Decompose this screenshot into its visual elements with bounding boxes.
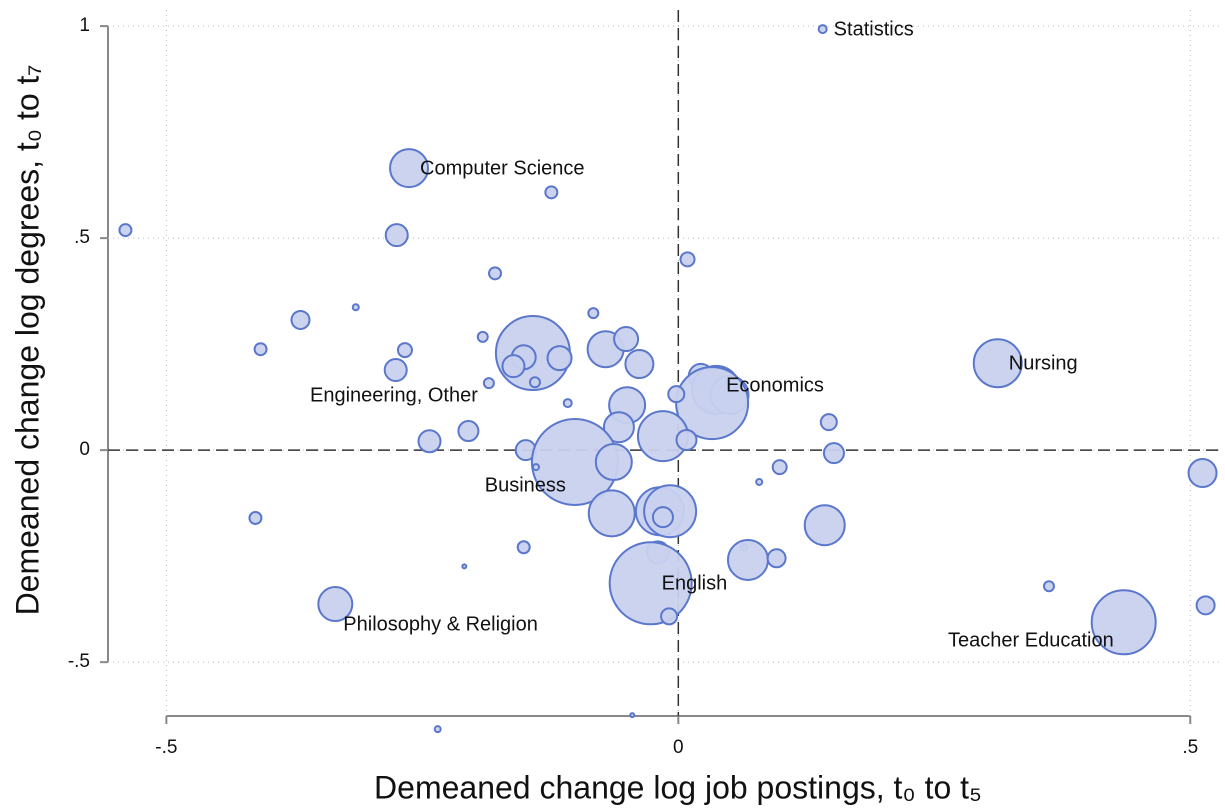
x-tick-label: .5 [1182, 737, 1198, 758]
x-tick-label: 0 [673, 737, 684, 758]
bubble [1195, 595, 1216, 616]
bubble [594, 443, 633, 482]
bubble [972, 338, 1023, 389]
point-label: Philosophy & Religion [343, 613, 538, 635]
bubble [389, 148, 430, 189]
x-tick-label: -.5 [155, 737, 177, 758]
bubble [766, 548, 787, 569]
bubble [544, 185, 559, 200]
point-label: Teacher Education [948, 630, 1114, 652]
bubble [624, 349, 655, 380]
bubble [248, 510, 263, 525]
bubble [417, 429, 442, 454]
y-tick-label: .5 [74, 227, 90, 248]
bubble [755, 477, 764, 486]
bubble [351, 303, 360, 312]
bubble [476, 330, 489, 343]
point-label: Statistics [834, 18, 914, 40]
bubble [562, 398, 573, 409]
bubble [457, 420, 480, 443]
bubble [531, 463, 540, 472]
bubble [290, 309, 311, 330]
bubble [1042, 580, 1055, 593]
bubble [384, 223, 409, 248]
bubble [660, 607, 679, 626]
bubble [608, 541, 693, 626]
bubble [433, 725, 442, 734]
bubble [528, 376, 541, 389]
bubble [396, 342, 413, 359]
bubble [546, 345, 573, 372]
bubble [317, 586, 354, 623]
bubble [488, 266, 503, 281]
point-label: Business [485, 474, 566, 496]
x-axis-title: Demeaned change log job postings, t₀ to … [374, 769, 982, 805]
bubble [253, 342, 268, 357]
y-tick-label: 1 [79, 15, 90, 36]
bubble [819, 413, 838, 432]
point-label: English [662, 573, 728, 595]
bubble [602, 411, 635, 444]
point-label: Nursing [1009, 352, 1078, 374]
point-label: Engineering, Other [310, 384, 478, 406]
point-label: Economics [726, 374, 824, 396]
bubble [482, 377, 495, 390]
bubble [803, 504, 846, 547]
bubble [629, 712, 636, 719]
bubble [501, 354, 526, 379]
bubble [1090, 589, 1157, 656]
y-tick-label: 0 [79, 439, 90, 460]
bubble [726, 538, 769, 581]
bubble [516, 540, 531, 555]
bubble [817, 24, 828, 35]
bubble [1187, 458, 1218, 489]
bubble [587, 307, 600, 320]
bubble [771, 459, 788, 476]
point-label: Computer Science [420, 157, 585, 179]
y-axis-title: Demeaned change log degrees, t₀ to t₇ [9, 65, 45, 616]
bubble [461, 563, 468, 570]
bubble [613, 326, 640, 353]
bubble [667, 385, 686, 404]
y-tick-label: -.5 [68, 651, 90, 672]
bubble [679, 251, 696, 268]
bubble [383, 357, 408, 382]
bubble [822, 442, 845, 465]
bubble [118, 223, 133, 238]
bubble [651, 506, 674, 529]
bubble [675, 428, 698, 451]
bubble [587, 489, 636, 538]
